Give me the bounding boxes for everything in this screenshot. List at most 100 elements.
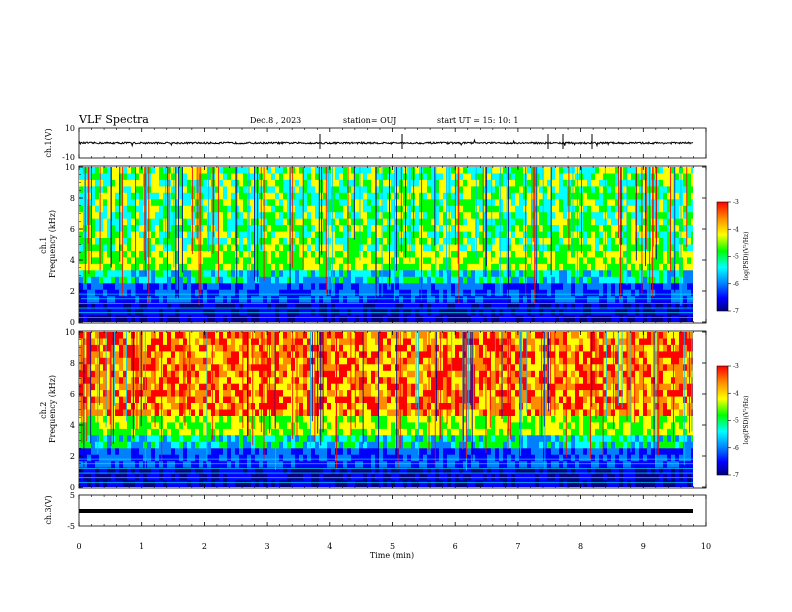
spectrogram-cell	[303, 244, 308, 252]
spectrogram-cell	[619, 251, 624, 258]
spectrogram-cell	[255, 357, 260, 365]
spectrogram-cell	[267, 315, 272, 322]
spectrogram-cell	[299, 218, 304, 226]
spectrogram-cell	[115, 225, 120, 232]
spectrogram-cell	[311, 296, 316, 303]
spectrogram-cell	[615, 179, 620, 187]
spectrogram-cell	[499, 276, 504, 284]
spectrogram-cell	[391, 167, 396, 174]
spectrogram-cell	[471, 173, 476, 181]
spectrogram-cell	[179, 332, 184, 339]
spectrogram-cell	[495, 231, 500, 239]
spectrogram-cell	[187, 480, 192, 487]
spectrogram-cell	[135, 435, 140, 443]
spectrogram-cell	[219, 218, 224, 226]
spectrogram-cell	[471, 270, 476, 278]
spectrogram-cell	[211, 461, 216, 468]
spectrogram-cell	[159, 461, 164, 468]
spectrogram-cell	[139, 480, 144, 487]
spectrogram-cell	[263, 192, 268, 200]
spectrogram-cell	[687, 173, 692, 181]
spectrogram-cell	[159, 205, 164, 213]
spectrogram-cell	[235, 351, 240, 359]
spectrogram-cell	[475, 302, 480, 310]
spectrogram-cell	[347, 276, 352, 284]
spectrogram-cell	[551, 296, 556, 303]
spectrogram-cell	[451, 231, 456, 239]
spectrogram-cell	[127, 302, 132, 310]
spectrogram-cell	[163, 283, 168, 291]
spectrogram-cell	[239, 441, 244, 449]
spectrogram-cell	[555, 212, 560, 219]
spectrogram-cell	[467, 225, 472, 232]
spectrogram-cell	[107, 173, 112, 181]
spectrogram-cell	[347, 283, 352, 291]
spectrogram-cell	[391, 231, 396, 239]
spectrogram-cell	[423, 167, 428, 174]
spectrogram-cell	[415, 283, 420, 291]
spectrogram-cell	[147, 351, 152, 359]
spectrogram-cell	[95, 364, 100, 372]
spectrogram-cell	[451, 276, 456, 284]
spectrogram-cell	[451, 263, 456, 271]
spectrogram-cell	[243, 403, 248, 410]
spectrogram-cell	[615, 289, 620, 297]
spectrogram-cell	[639, 296, 644, 303]
spectrogram-cell	[187, 179, 192, 187]
ch1-ytick-bottom: -10	[62, 153, 75, 162]
spectrogram-cell	[635, 212, 640, 219]
spectrogram-cell	[599, 167, 604, 174]
spectrogram-cell	[95, 238, 100, 245]
spectrogram-cell	[131, 270, 136, 278]
spectrogram-cell	[415, 257, 420, 265]
spectrogram-cell	[391, 315, 396, 322]
spectrogram-cell	[231, 370, 236, 378]
spectrogram-cell	[487, 289, 492, 297]
spectrogram-cell	[671, 179, 676, 187]
spectrogram-cell	[555, 315, 560, 322]
spectrogram-cell	[243, 390, 248, 397]
spectrogram-cell	[247, 454, 252, 462]
spectrogram-cell	[107, 441, 112, 449]
spectrogram-cell	[323, 199, 328, 207]
spectrogram-cell	[487, 283, 492, 291]
spectrogram-cell	[179, 383, 184, 391]
spectrogram-cell	[175, 383, 180, 391]
spectrogram-cell	[215, 263, 220, 271]
spectrogram-cell	[99, 377, 104, 384]
spectrogram-cell	[263, 244, 268, 252]
spectrogram-cell	[191, 467, 196, 475]
spectrogram-cell	[459, 257, 464, 265]
spectrogram-cell	[171, 238, 176, 245]
spectrogram-cell	[207, 167, 212, 174]
spectrogram-cell	[539, 251, 544, 258]
spectrogram-cell	[283, 244, 288, 252]
spectrogram-cell	[391, 199, 396, 207]
spectrogram-cell	[399, 263, 404, 271]
spectrogram-cell	[507, 179, 512, 187]
spectrogram-cell	[83, 480, 88, 487]
spectrogram-cell	[291, 302, 296, 310]
spectrogram-cell	[207, 199, 212, 207]
spectrogram-cell	[187, 448, 192, 456]
spectrogram-cell	[91, 257, 96, 265]
spectrogram-cell	[247, 364, 252, 372]
spectrogram-cell	[359, 186, 364, 194]
spectrogram-cell	[579, 315, 584, 322]
spectrogram-cell	[123, 428, 128, 436]
spectrogram-cell	[223, 396, 228, 404]
spectrogram-cell	[611, 276, 616, 284]
spectrogram-cell	[151, 370, 156, 378]
spectrogram-cell	[687, 205, 692, 213]
spectrogram-cell	[471, 283, 476, 291]
spectrogram-cell	[123, 270, 128, 278]
spectrogram-cell	[319, 270, 324, 278]
spectrogram-cell	[311, 283, 316, 291]
spectrogram-cell	[467, 179, 472, 187]
spectrogram-cell	[347, 173, 352, 181]
spectrogram-cell	[531, 296, 536, 303]
spectrogram-cell	[607, 179, 612, 187]
spectrogram-cell	[307, 270, 312, 278]
spectrogram-cell	[123, 370, 128, 378]
spectrogram-cell	[299, 225, 304, 232]
